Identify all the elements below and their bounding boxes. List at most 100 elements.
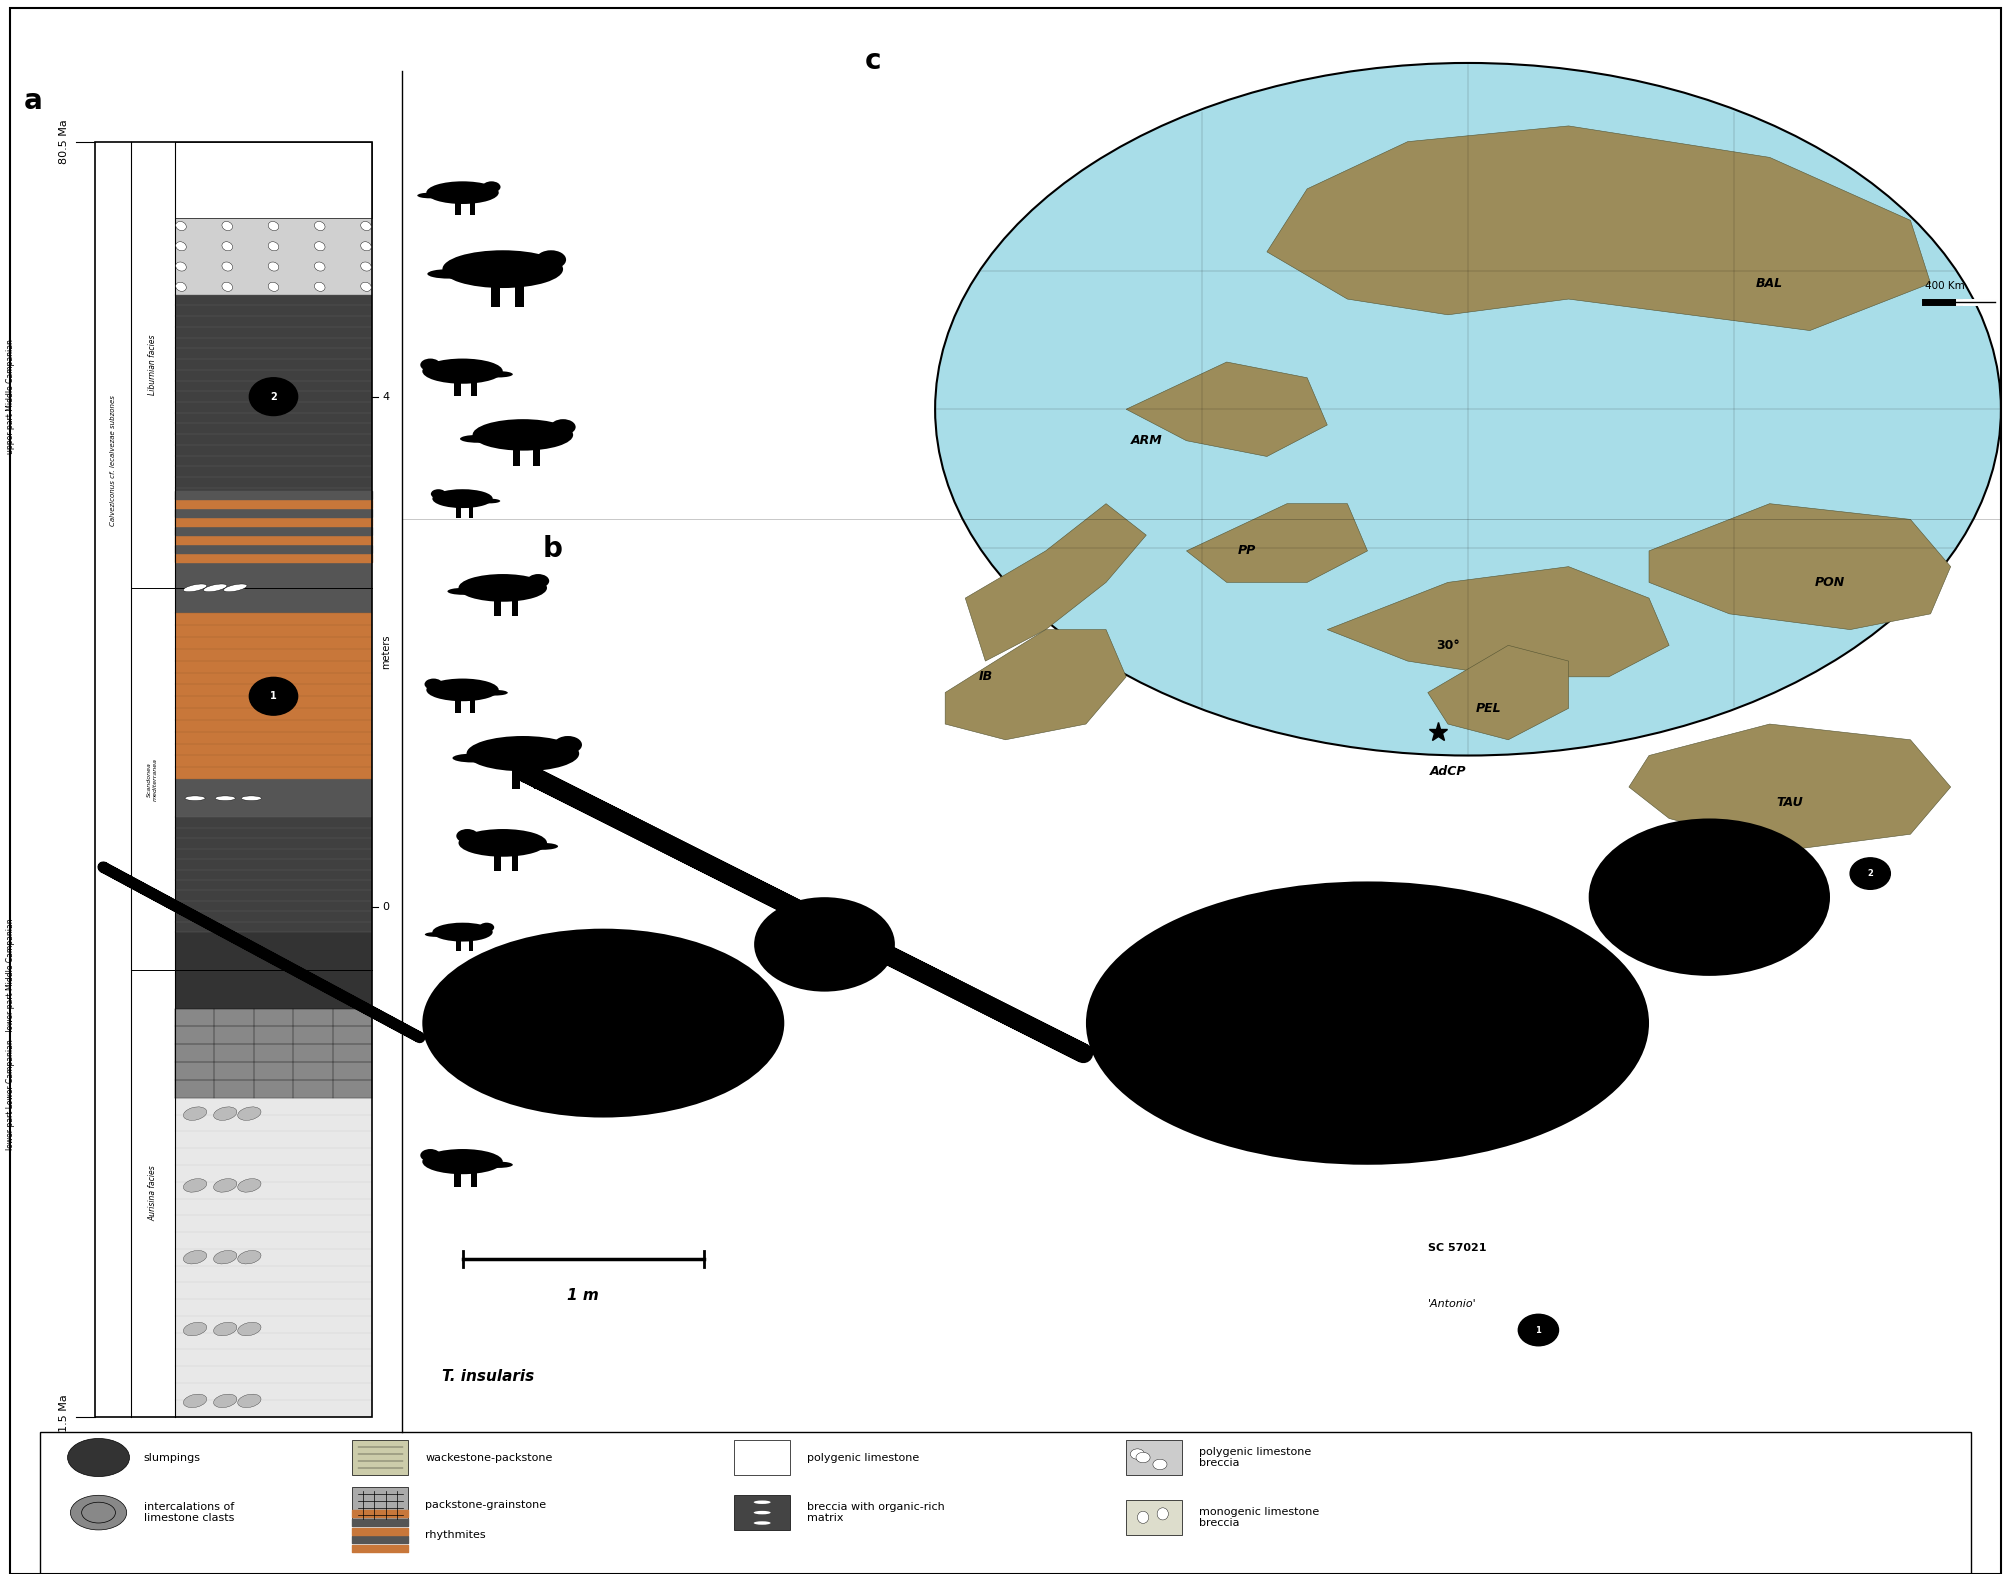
Ellipse shape bbox=[754, 1500, 770, 1505]
Ellipse shape bbox=[446, 587, 479, 595]
Text: 'Bruno': 'Bruno' bbox=[1770, 842, 1808, 852]
Polygon shape bbox=[1267, 126, 1931, 331]
FancyArrowPatch shape bbox=[103, 867, 420, 1037]
Text: 2: 2 bbox=[1868, 869, 1872, 878]
Bar bbox=[515, 279, 523, 307]
Ellipse shape bbox=[452, 754, 493, 762]
Ellipse shape bbox=[551, 419, 575, 434]
Text: polygenic limestone: polygenic limestone bbox=[806, 1453, 919, 1462]
Bar bbox=[175, 1099, 372, 1417]
Bar bbox=[511, 1044, 519, 1072]
Bar bbox=[454, 696, 461, 713]
Ellipse shape bbox=[360, 261, 372, 271]
Ellipse shape bbox=[1138, 1511, 1148, 1524]
Text: 30°: 30° bbox=[1436, 639, 1460, 652]
Text: a: a bbox=[24, 87, 42, 115]
Text: packstone-grainstone: packstone-grainstone bbox=[424, 1500, 547, 1509]
Ellipse shape bbox=[183, 1107, 207, 1121]
Bar bbox=[40, 1432, 1971, 1574]
Ellipse shape bbox=[754, 897, 895, 992]
Ellipse shape bbox=[422, 359, 503, 384]
Text: AdCP: AdCP bbox=[1430, 765, 1466, 778]
Ellipse shape bbox=[426, 678, 499, 702]
Text: wackestone-packstone: wackestone-packstone bbox=[424, 1453, 553, 1462]
Ellipse shape bbox=[213, 1179, 237, 1192]
Bar bbox=[456, 937, 461, 951]
Ellipse shape bbox=[527, 575, 549, 587]
Circle shape bbox=[249, 378, 298, 416]
Bar bbox=[495, 595, 501, 615]
Bar bbox=[352, 1487, 408, 1522]
Ellipse shape bbox=[175, 261, 187, 271]
Text: 81.5 Ma: 81.5 Ma bbox=[60, 1395, 68, 1439]
Text: TAU: TAU bbox=[1776, 796, 1804, 809]
Polygon shape bbox=[1327, 567, 1669, 677]
Text: slumpings: slumpings bbox=[143, 1453, 201, 1462]
Ellipse shape bbox=[213, 1107, 237, 1121]
Ellipse shape bbox=[314, 222, 326, 230]
Ellipse shape bbox=[467, 737, 579, 771]
Polygon shape bbox=[1629, 724, 1951, 850]
Ellipse shape bbox=[314, 261, 326, 271]
Ellipse shape bbox=[360, 222, 372, 230]
Text: polygenic limestone
breccia: polygenic limestone breccia bbox=[1199, 1447, 1311, 1469]
Ellipse shape bbox=[1086, 881, 1649, 1165]
Polygon shape bbox=[1649, 504, 1951, 630]
Ellipse shape bbox=[426, 181, 499, 205]
Text: 4: 4 bbox=[382, 392, 390, 401]
Bar bbox=[535, 762, 543, 789]
Bar bbox=[511, 850, 519, 870]
Ellipse shape bbox=[215, 796, 235, 801]
Ellipse shape bbox=[1589, 818, 1830, 976]
Ellipse shape bbox=[213, 1322, 237, 1336]
Ellipse shape bbox=[221, 282, 233, 291]
Text: T. insularis: T. insularis bbox=[442, 1369, 535, 1385]
Text: SC 57247: SC 57247 bbox=[1770, 787, 1828, 796]
Bar bbox=[175, 562, 372, 614]
Bar bbox=[1126, 1500, 1182, 1535]
Ellipse shape bbox=[456, 829, 479, 842]
Ellipse shape bbox=[418, 192, 442, 198]
Text: SC 57021: SC 57021 bbox=[1428, 1243, 1486, 1253]
Text: 1 m: 1 m bbox=[567, 1288, 599, 1303]
Bar bbox=[471, 1168, 477, 1187]
Ellipse shape bbox=[446, 1034, 491, 1044]
Ellipse shape bbox=[183, 1179, 207, 1192]
Text: Calveziconus cf. lecalvezae subzones: Calveziconus cf. lecalvezae subzones bbox=[111, 395, 115, 526]
Ellipse shape bbox=[241, 796, 261, 801]
Bar bbox=[454, 1168, 461, 1187]
Text: Aurisina facies: Aurisina facies bbox=[149, 1166, 157, 1221]
Ellipse shape bbox=[314, 242, 326, 250]
Bar bbox=[175, 932, 372, 1009]
Bar bbox=[469, 504, 473, 518]
Ellipse shape bbox=[461, 434, 495, 442]
Ellipse shape bbox=[754, 1511, 770, 1514]
Text: PEL: PEL bbox=[1476, 702, 1500, 715]
Text: upper part Middle Campanian: upper part Middle Campanian bbox=[6, 340, 14, 453]
Polygon shape bbox=[1126, 362, 1327, 456]
Ellipse shape bbox=[1136, 1453, 1150, 1462]
Text: ?: ? bbox=[269, 173, 278, 187]
Ellipse shape bbox=[553, 737, 581, 754]
Ellipse shape bbox=[183, 1250, 207, 1264]
Ellipse shape bbox=[420, 1149, 440, 1162]
Ellipse shape bbox=[223, 584, 247, 592]
Bar bbox=[511, 762, 521, 789]
Ellipse shape bbox=[424, 678, 442, 689]
Ellipse shape bbox=[459, 575, 547, 601]
Ellipse shape bbox=[459, 829, 547, 856]
Ellipse shape bbox=[183, 584, 207, 592]
Ellipse shape bbox=[314, 282, 326, 291]
Bar bbox=[471, 198, 475, 216]
Bar bbox=[471, 696, 475, 713]
Ellipse shape bbox=[221, 222, 233, 230]
Polygon shape bbox=[1186, 504, 1367, 582]
Ellipse shape bbox=[527, 842, 557, 850]
Bar bbox=[495, 850, 501, 870]
Circle shape bbox=[1518, 1314, 1559, 1346]
Ellipse shape bbox=[185, 796, 205, 801]
Ellipse shape bbox=[754, 1520, 770, 1525]
Ellipse shape bbox=[68, 1439, 129, 1476]
Text: 400 Km: 400 Km bbox=[1925, 282, 1965, 291]
Bar bbox=[469, 937, 473, 951]
